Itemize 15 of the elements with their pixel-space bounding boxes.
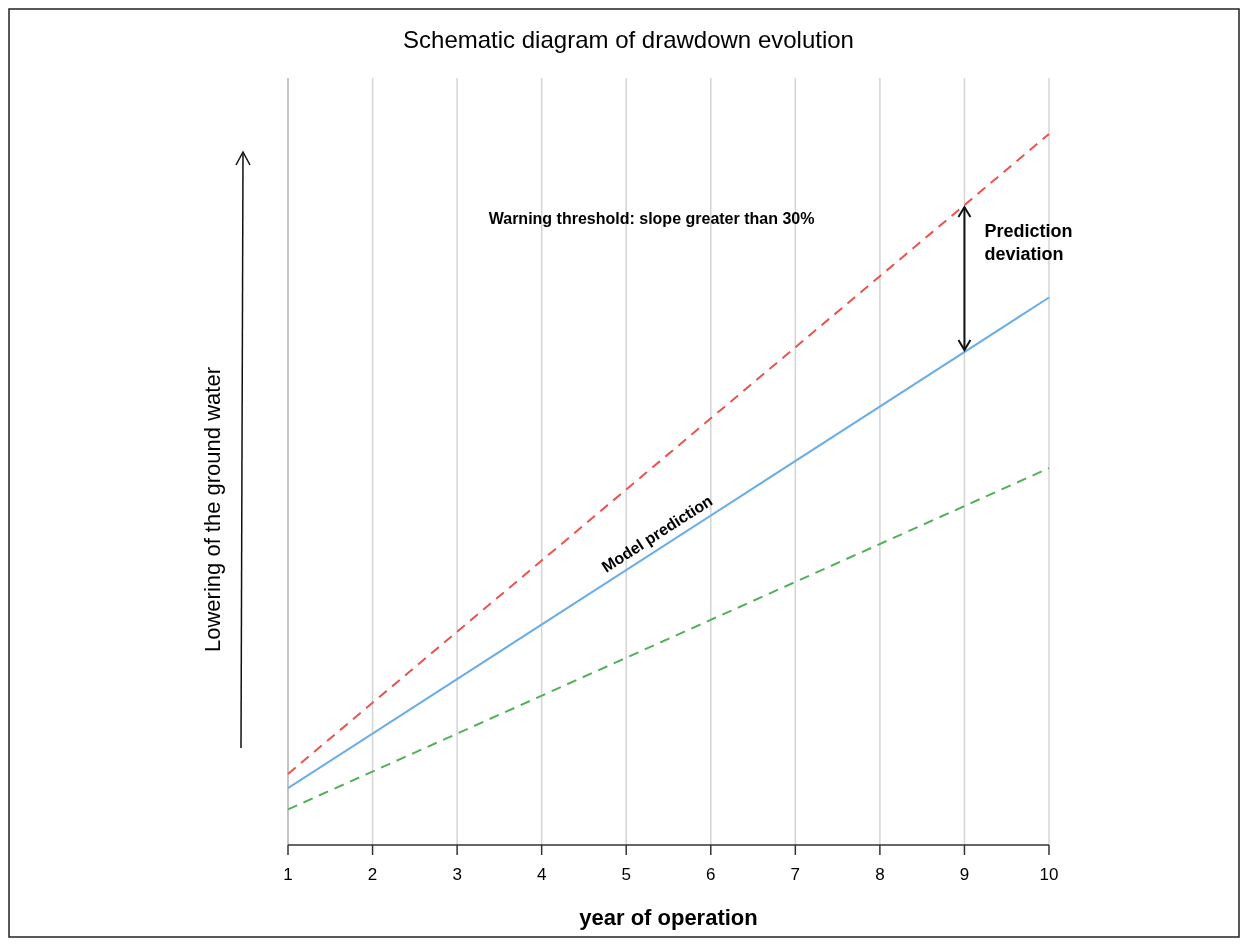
x-tick-label: 3 [452,865,462,884]
x-tick-label: 1 [283,865,293,884]
annotation: Prediction deviation [984,220,1073,264]
x-tick-label: 7 [790,865,801,884]
y-axis-title: Lowering of the ground water [200,367,225,652]
chart-title: Schematic diagram of drawdown evolution [403,26,854,53]
x-tick-label: 4 [536,865,547,884]
x-tick-label: 10 [1039,865,1059,884]
x-tick-label: 5 [621,865,631,884]
x-tick-label: 2 [367,865,378,884]
x-axis-title: year of operation [579,905,758,930]
x-tick-label: 8 [875,865,885,884]
annotation: Warning threshold: slope greater than 30% [488,210,815,228]
x-tick-label: 6 [706,865,716,884]
x-tick-label: 9 [959,865,970,884]
